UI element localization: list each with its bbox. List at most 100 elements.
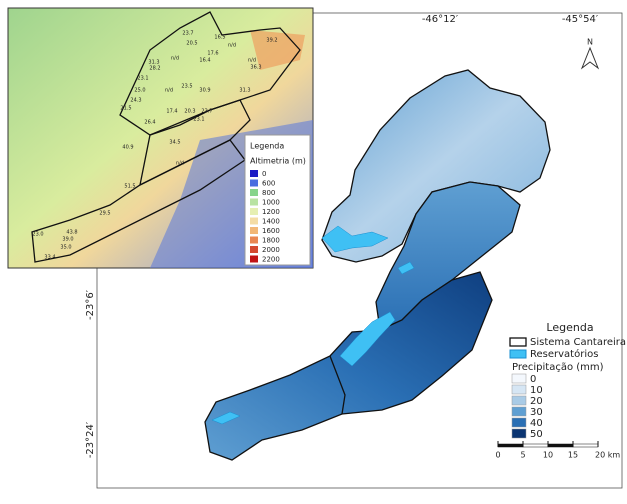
station-value: 23.5 — [181, 84, 192, 90]
class-swatch — [511, 395, 527, 406]
station-value: 20.3 — [184, 109, 195, 115]
station-value: 23.7 — [182, 31, 193, 37]
station-value: n/d — [165, 88, 173, 94]
station-value: 20.5 — [186, 41, 197, 47]
inset-basin — [31, 139, 246, 263]
basin-north — [321, 69, 551, 263]
station-value: 39.0 — [62, 237, 73, 243]
reservoir-swatch — [509, 349, 527, 359]
alt-label: 1800 — [262, 237, 280, 245]
basins — [204, 69, 551, 461]
class-label: 0 — [530, 374, 536, 385]
scale-label: 5 — [520, 451, 525, 460]
station-value: n/d — [171, 56, 179, 62]
alt-label: 2000 — [262, 246, 280, 254]
alt-swatch — [250, 170, 258, 177]
legend: Legenda Sistema Cantareira Reservatórios… — [509, 321, 626, 440]
reservoir — [211, 411, 241, 425]
station-value: 29.5 — [99, 211, 110, 217]
station-value: 31.3 — [239, 88, 250, 94]
class-swatch — [511, 406, 527, 417]
station-value: 26.4 — [144, 120, 155, 126]
scale-label: 15 — [568, 451, 578, 460]
scale-label: 10 — [543, 451, 553, 460]
legend-label: Reservatórios — [530, 348, 598, 360]
station-value: 33.4 — [44, 255, 55, 261]
alt-label: 800 — [262, 189, 275, 197]
lon-label: -46°12′ — [422, 14, 459, 25]
alt-swatch — [250, 189, 258, 196]
class-label: 40 — [530, 418, 543, 429]
class-swatch — [511, 417, 527, 428]
station-value: 23.7 — [201, 109, 212, 115]
station-value: 25.0 — [134, 88, 145, 94]
station-value: 21.5 — [120, 106, 131, 112]
alt-swatch — [250, 217, 258, 225]
class-swatch — [511, 373, 527, 384]
class-label: 50 — [530, 429, 543, 440]
legend-label: Sistema Cantareira — [530, 337, 626, 348]
alt-label: 600 — [262, 180, 275, 188]
station-value: 31.3 — [148, 60, 159, 66]
alt-swatch — [250, 227, 258, 234]
legend-subtitle: Precipitação (mm) — [512, 362, 604, 373]
station-value: 16.4 — [199, 58, 210, 64]
north-arrow: N — [580, 38, 600, 70]
lat-label: -23°6′ — [85, 289, 96, 320]
reservoir — [321, 225, 389, 253]
scale-segment — [497, 443, 524, 448]
station-value: 23.1 — [137, 76, 148, 82]
class-swatch — [511, 428, 527, 439]
station-value: 40.9 — [122, 145, 133, 151]
station-value: 16.5 — [214, 35, 225, 41]
station-value: 51.5 — [124, 184, 135, 190]
alt-swatch — [250, 208, 258, 215]
station-value: n/d — [228, 43, 236, 49]
alt-swatch — [250, 255, 258, 263]
scale-label: 20 km — [595, 451, 620, 460]
station-value: 24.3 — [130, 98, 141, 104]
station-value: 35.0 — [60, 245, 71, 251]
reservoir — [339, 311, 396, 367]
alt-label: 1600 — [262, 227, 280, 235]
station-value: 39.2 — [266, 38, 277, 44]
alt-swatch — [250, 179, 258, 187]
scale-segment — [547, 443, 574, 448]
inset-map: 23.716.5 39.220.5 n/d17.6n/d 16.431.3 n/d36.… — [7, 7, 314, 269]
boundary-swatch — [509, 337, 527, 347]
alt-label: 1000 — [262, 199, 280, 207]
lon-label: -45°54′ — [562, 14, 599, 25]
scale-label: 0 — [495, 451, 500, 460]
alt-label: 0 — [262, 170, 266, 178]
lat-label: -23°24′ — [85, 421, 96, 458]
station-value: n/d — [248, 58, 256, 64]
inset-legend-title: Legenda — [250, 142, 284, 151]
north-arrow-shape — [580, 46, 600, 70]
station-value: 23.0 — [32, 232, 43, 238]
station-value: 28.2 — [149, 66, 160, 72]
scale-segment — [572, 443, 599, 448]
scale-bar: 0 5 10 15 20 km — [495, 441, 620, 460]
alt-swatch — [250, 236, 258, 244]
station-value: 17.6 — [207, 51, 218, 57]
station-value: 23.1 — [193, 117, 204, 123]
alt-label: 1400 — [262, 218, 280, 226]
reservoir — [397, 261, 415, 275]
station-value: n/d — [176, 161, 184, 167]
alt-swatch — [250, 246, 258, 253]
class-label: 10 — [530, 385, 543, 396]
station-value: 30.9 — [199, 88, 210, 94]
stations: 23.716.5 39.220.5 n/d17.6n/d 16.431.3 n/d36.… — [32, 31, 277, 261]
alt-label: 2200 — [262, 256, 280, 264]
basin-south — [204, 271, 493, 461]
station-value: 36.3 — [250, 65, 261, 71]
basin-divide — [329, 355, 346, 415]
inset-legend-subtitle: Altimetria (m) — [250, 157, 306, 166]
legend-title: Legenda — [546, 321, 593, 334]
reservoirs — [211, 225, 415, 425]
class-label: 30 — [530, 407, 543, 418]
inset-basin — [119, 11, 301, 136]
station-value: 17.4 — [166, 109, 177, 115]
class-label: 20 — [530, 396, 543, 407]
